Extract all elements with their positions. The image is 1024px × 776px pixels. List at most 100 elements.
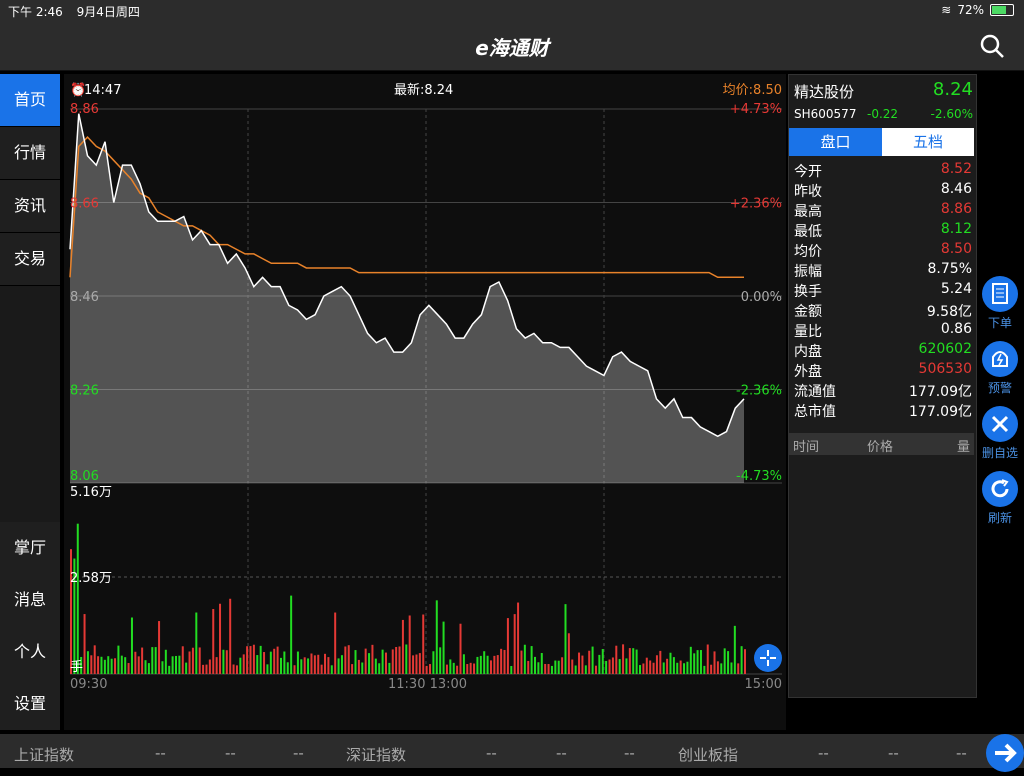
volume-bar (483, 651, 486, 674)
volume-max-label: 5.16万 (70, 485, 112, 500)
index-sh-pct: -- (293, 744, 304, 762)
volume-bar (574, 665, 577, 674)
volume-bar (730, 662, 733, 674)
volume-bar (540, 653, 543, 674)
remove-watch-label: 删自选 (981, 446, 1018, 460)
stat-row: 外盘 506530 (794, 361, 972, 381)
volume-bar (320, 664, 323, 674)
volume-bar (527, 660, 530, 674)
sidebar-item-news[interactable]: 资讯 (0, 180, 60, 233)
index-cy-value: -- (818, 744, 829, 762)
index-sz[interactable]: 深证指数 (346, 746, 407, 764)
volume-bar (174, 655, 177, 674)
volume-bar (401, 619, 404, 674)
volume-bar (124, 657, 127, 674)
volume-bar (137, 656, 140, 674)
volume-bar (246, 646, 249, 674)
volume-bar (672, 657, 675, 674)
volume-bar (378, 663, 381, 674)
volume-bar (219, 603, 222, 674)
volume-bar (439, 647, 442, 674)
refresh-label: 刷新 (987, 511, 1012, 525)
volume-bar (334, 612, 337, 674)
y-axis-pct-label: +2.36% (730, 197, 782, 212)
tab-wudang[interactable]: 五档 (882, 128, 974, 156)
order-button[interactable]: 下单 (980, 276, 1020, 331)
refresh-button[interactable]: 刷新 (980, 471, 1020, 526)
y-axis-pct-label: -4.73% (736, 469, 782, 484)
battery-percent: 72% (957, 3, 984, 17)
sidebar-item-market[interactable]: 行情 (0, 127, 60, 180)
refresh-icon (982, 471, 1018, 507)
volume-bar (93, 645, 96, 674)
volume-bar (520, 650, 523, 674)
volume-bar (368, 653, 371, 674)
volume-bar (337, 658, 340, 674)
volume-bar (168, 665, 171, 674)
volume-bar (178, 655, 181, 674)
sidebar-item-personal[interactable]: 个人 (0, 626, 60, 679)
volume-bar (103, 659, 106, 674)
volume-bar (618, 659, 621, 674)
volume-mid-label: 2.58万 (70, 571, 112, 586)
volume-bar (202, 664, 205, 674)
volume-bar (100, 656, 103, 674)
volume-bar (344, 646, 347, 674)
stat-row: 最高 8.86 (794, 201, 972, 221)
volume-bar (222, 649, 225, 674)
volume-bar (547, 664, 550, 674)
price-line (69, 113, 745, 438)
volume-bar (608, 659, 611, 674)
volume-bar (645, 657, 648, 674)
arrow-right-icon[interactable] (986, 734, 1024, 772)
alert-button[interactable]: 预警 (980, 341, 1020, 396)
sidebar-item-trade[interactable]: 交易 (0, 233, 60, 286)
stat-row: 流通值 177.09亿 (794, 381, 972, 401)
volume-bar (307, 658, 310, 674)
volume-bar (557, 660, 560, 674)
stat-row: 均价 8.50 (794, 241, 972, 261)
chart-time: 14:47 (84, 83, 121, 98)
volume-bar (357, 659, 360, 674)
price-area (70, 113, 744, 484)
volume-bar (303, 657, 306, 674)
index-cy-change: -- (888, 744, 899, 762)
sidebar-item-hall[interactable]: 掌厅 (0, 522, 60, 575)
volume-bar (425, 665, 428, 674)
volume-bar (388, 662, 391, 674)
search-icon[interactable] (978, 32, 1006, 60)
sidebar-item-messages[interactable]: 消息 (0, 574, 60, 627)
sidebar-item-home[interactable]: 首页 (0, 74, 60, 127)
volume-bar (578, 652, 581, 674)
volume-bar (506, 618, 509, 674)
volume-bar (147, 663, 150, 674)
volume-bar (76, 523, 79, 674)
volume-bar (86, 651, 89, 674)
volume-bar (435, 600, 438, 674)
stat-row: 昨收 8.46 (794, 181, 972, 201)
stat-label: 均价 (794, 244, 822, 260)
remove-watch-button[interactable]: 删自选 (980, 406, 1020, 461)
volume-bar (391, 649, 394, 674)
volume-bar (83, 614, 86, 674)
volume-bar (611, 657, 614, 674)
volume-bar (279, 657, 282, 674)
stat-label: 流通值 (794, 384, 836, 400)
volume-unit: 手 (70, 660, 83, 675)
volume-bar (266, 664, 269, 674)
volume-bar (144, 660, 147, 674)
trade-header-volume: 量 (956, 440, 970, 455)
index-cy[interactable]: 创业板指 (678, 746, 739, 764)
tab-pankou[interactable]: 盘口 (789, 128, 882, 156)
volume-bar (259, 645, 262, 674)
volume-bar (591, 646, 594, 674)
sidebar-item-settings[interactable]: 设置 (0, 678, 60, 731)
index-cy-pct: -- (956, 744, 967, 762)
volume-bar (127, 663, 130, 674)
intraday-chart[interactable]: ⏰ 14:47 最新:8.24 均价:8.50 8.86 +4.73% 8.66 +2… (64, 74, 786, 730)
collapse-icon[interactable] (754, 644, 782, 672)
x-tick-mid: 11:30 13:00 (388, 677, 467, 692)
volume-bar (242, 654, 245, 674)
index-sh[interactable]: 上证指数 (14, 746, 75, 764)
volume-bar (510, 665, 513, 674)
